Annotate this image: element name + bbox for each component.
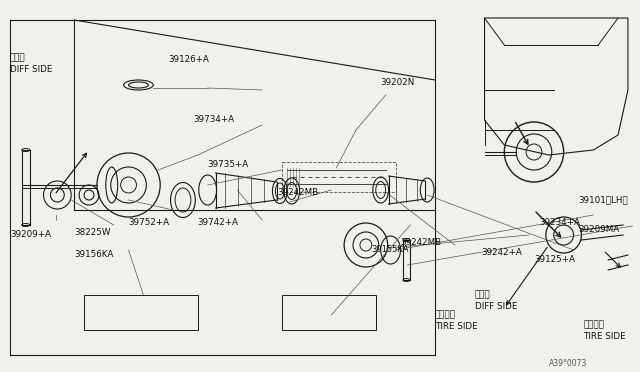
Bar xyxy=(282,162,396,192)
Text: 39126+A: 39126+A xyxy=(168,55,209,64)
Text: 39734+A: 39734+A xyxy=(193,115,234,124)
Text: 39242MB: 39242MB xyxy=(277,188,318,197)
Text: DIFF SIDE: DIFF SIDE xyxy=(475,302,517,311)
Text: 39242+A: 39242+A xyxy=(481,248,522,257)
Text: デフ側: デフ側 xyxy=(475,290,490,299)
Text: タイヤ側: タイヤ側 xyxy=(435,310,456,319)
Text: 39209+A: 39209+A xyxy=(10,230,51,239)
Text: 38225W: 38225W xyxy=(74,228,111,237)
Text: 39742+A: 39742+A xyxy=(198,218,239,227)
Text: デフ側: デフ側 xyxy=(10,53,26,62)
Text: TIRE SIDE: TIRE SIDE xyxy=(435,322,477,331)
Text: A39°0073: A39°0073 xyxy=(549,359,587,368)
Text: TIRE SIDE: TIRE SIDE xyxy=(584,332,626,341)
Text: 39156KA: 39156KA xyxy=(74,250,113,259)
Text: 39101（LH）: 39101（LH） xyxy=(579,195,628,204)
Text: 39125+A: 39125+A xyxy=(534,255,575,264)
Text: 39752+A: 39752+A xyxy=(129,218,170,227)
Text: 39209MA: 39209MA xyxy=(579,225,620,234)
Text: 39202N: 39202N xyxy=(381,78,415,87)
Text: DIFF SIDE: DIFF SIDE xyxy=(10,65,52,74)
Text: 39735+A: 39735+A xyxy=(207,160,249,169)
Text: 39155KA: 39155KA xyxy=(371,245,408,254)
Text: 39234+A: 39234+A xyxy=(539,218,580,227)
Text: 39242MB: 39242MB xyxy=(401,238,442,247)
Text: タイヤ側: タイヤ側 xyxy=(584,320,604,329)
